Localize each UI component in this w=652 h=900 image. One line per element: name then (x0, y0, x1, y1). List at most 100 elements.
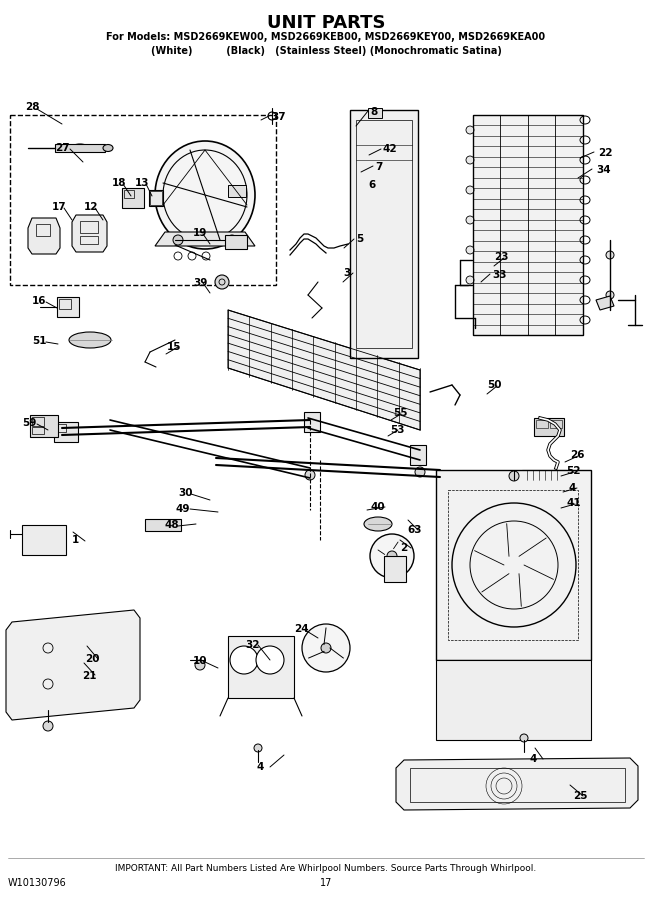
Polygon shape (28, 218, 60, 254)
Circle shape (195, 660, 205, 670)
Ellipse shape (364, 517, 392, 531)
Bar (145, 519, 181, 531)
Text: 55: 55 (393, 408, 408, 418)
Circle shape (466, 216, 474, 224)
Text: 10: 10 (193, 656, 207, 666)
Bar (228, 185, 246, 197)
Bar (225, 235, 247, 249)
Bar (550, 420, 562, 428)
FancyArrowPatch shape (378, 550, 385, 554)
Text: 24: 24 (294, 624, 308, 634)
Text: W10130796: W10130796 (8, 878, 67, 888)
Text: 17: 17 (52, 202, 67, 212)
Bar (473, 115, 583, 335)
Text: 27: 27 (55, 143, 70, 153)
FancyArrowPatch shape (399, 558, 406, 562)
Text: 34: 34 (596, 165, 611, 175)
Bar (80, 236, 98, 244)
Bar (10, 115, 276, 285)
Bar (522, 470, 566, 480)
Text: 23: 23 (494, 252, 509, 262)
Bar (122, 188, 144, 208)
Text: 15: 15 (167, 342, 181, 352)
Text: 16: 16 (32, 296, 46, 306)
Text: 25: 25 (573, 791, 587, 801)
Bar (30, 415, 58, 437)
Text: 39: 39 (193, 278, 207, 288)
Text: 30: 30 (178, 488, 192, 498)
Bar (228, 636, 294, 698)
Circle shape (370, 534, 414, 578)
Text: 26: 26 (570, 450, 584, 460)
Bar (410, 445, 426, 465)
Circle shape (302, 624, 350, 672)
Circle shape (43, 721, 53, 731)
Polygon shape (72, 215, 107, 252)
Bar (384, 556, 406, 582)
Text: 4: 4 (569, 483, 576, 493)
Polygon shape (6, 610, 140, 720)
Bar (32, 417, 44, 426)
Bar (436, 660, 591, 740)
Ellipse shape (103, 145, 113, 151)
Circle shape (466, 246, 474, 254)
Circle shape (606, 291, 614, 299)
Text: 21: 21 (82, 671, 96, 681)
Bar (36, 224, 50, 236)
Text: 12: 12 (84, 202, 98, 212)
Circle shape (254, 744, 262, 752)
Circle shape (466, 156, 474, 164)
FancyArrowPatch shape (386, 563, 391, 570)
Bar (56, 424, 66, 432)
Bar (448, 490, 578, 640)
Polygon shape (396, 758, 638, 810)
Bar (55, 144, 105, 152)
Text: UNIT PARTS: UNIT PARTS (267, 14, 385, 32)
Text: 32: 32 (245, 640, 259, 650)
Text: For Models: MSD2669KEW00, MSD2669KEB00, MSD2669KEY00, MSD2669KEA00: For Models: MSD2669KEW00, MSD2669KEB00, … (106, 32, 546, 42)
Bar (410, 768, 625, 802)
Circle shape (215, 275, 229, 289)
Text: 41: 41 (567, 498, 582, 508)
Text: 13: 13 (135, 178, 149, 188)
Text: 37: 37 (271, 112, 286, 122)
Ellipse shape (69, 332, 111, 348)
Ellipse shape (155, 141, 255, 249)
Text: 59: 59 (22, 418, 37, 428)
Text: 17: 17 (320, 878, 332, 888)
Text: 52: 52 (566, 466, 580, 476)
Bar (80, 221, 98, 233)
Text: 4: 4 (257, 762, 264, 772)
Bar (54, 422, 78, 442)
Circle shape (227, 235, 237, 245)
FancyArrowPatch shape (394, 542, 398, 549)
Bar (124, 190, 134, 198)
Circle shape (387, 551, 397, 561)
Polygon shape (228, 310, 420, 430)
Text: 4: 4 (530, 754, 537, 764)
Bar (436, 470, 591, 660)
Bar (149, 190, 163, 206)
Circle shape (466, 276, 474, 284)
Circle shape (321, 643, 331, 653)
Text: 8: 8 (370, 107, 378, 117)
Text: 40: 40 (371, 502, 385, 512)
Polygon shape (596, 296, 614, 310)
Bar (304, 412, 320, 432)
Circle shape (256, 646, 284, 674)
Text: 18: 18 (112, 178, 126, 188)
Circle shape (466, 126, 474, 134)
Bar (356, 120, 412, 348)
Circle shape (173, 235, 183, 245)
Text: 28: 28 (25, 102, 40, 112)
Text: 42: 42 (383, 144, 398, 154)
Text: 49: 49 (176, 504, 190, 514)
Text: (White)          (Black)   (Stainless Steel) (Monochromatic Satina): (White) (Black) (Stainless Steel) (Monoc… (151, 46, 501, 56)
Circle shape (520, 734, 528, 742)
Bar (150, 191, 162, 205)
Text: 33: 33 (492, 270, 507, 280)
Bar (534, 418, 564, 436)
Text: 1: 1 (72, 535, 80, 545)
Text: 48: 48 (165, 520, 179, 530)
Bar (32, 427, 44, 434)
